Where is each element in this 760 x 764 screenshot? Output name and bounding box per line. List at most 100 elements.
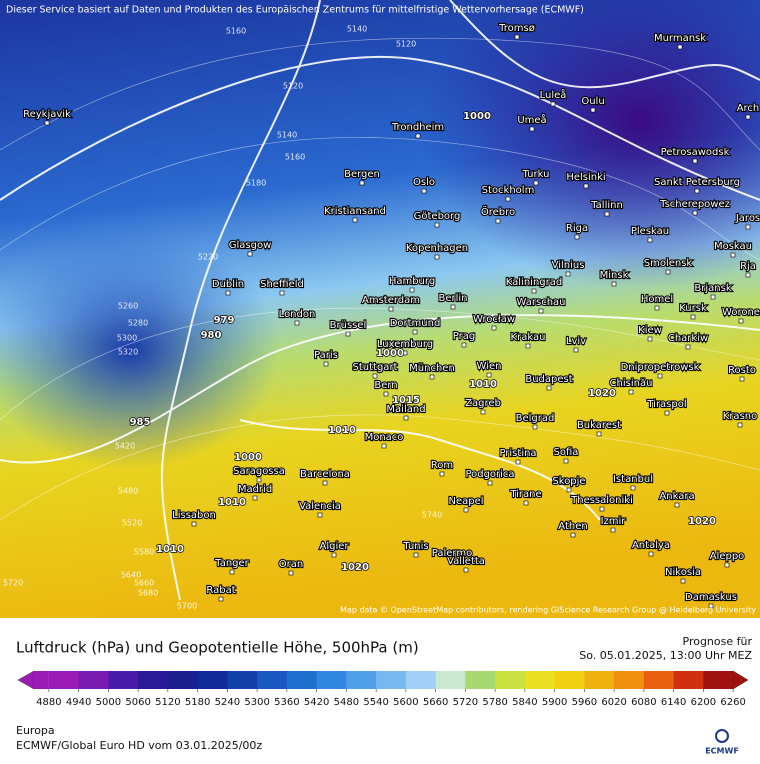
city-label: Athen (558, 521, 587, 532)
city-label: Oulu (581, 96, 604, 107)
city-marker (566, 487, 572, 493)
height-label: 5420 (115, 442, 135, 451)
colorbar-tick-label: 5900 (542, 697, 567, 708)
city-label: Glasgow (229, 240, 272, 251)
city-label: Stockholm (482, 185, 535, 196)
height-label: 5280 (128, 319, 148, 328)
city-marker (421, 188, 427, 194)
colorbar-segment (643, 671, 675, 689)
height-label: 5180 (246, 179, 266, 188)
pressure-label: 1000 (376, 348, 404, 359)
city-marker (403, 415, 409, 421)
city-marker (694, 188, 700, 194)
city-label: Bukarest (577, 420, 621, 431)
city-label: Skopje (552, 476, 585, 487)
city-marker (596, 431, 602, 437)
city-label: Dublin (212, 279, 244, 290)
colorbar-segment (554, 671, 585, 689)
city-marker (434, 222, 440, 228)
pressure-label: 1020 (688, 516, 716, 527)
colorbar-tick-label: 6260 (720, 697, 745, 708)
city-label: Izmir (601, 516, 627, 527)
city-marker (288, 570, 294, 576)
city-marker (252, 495, 258, 501)
city-label: Bergen (344, 169, 380, 180)
city-marker (628, 389, 634, 395)
pressure-label: 1000 (463, 111, 491, 122)
colorbar-tick-label: 5720 (453, 697, 478, 708)
city-marker (409, 287, 415, 293)
model: ECMWF/Global Euro HD vom 03.01.2025/00z (16, 739, 262, 752)
city-marker (359, 180, 365, 186)
city-marker (322, 480, 328, 486)
city-marker (563, 458, 569, 464)
city-label: Kaliningrad (506, 277, 562, 288)
height-label: 5660 (134, 579, 154, 588)
city-marker (434, 254, 440, 260)
height-label: 5160 (226, 27, 246, 36)
colorbar-tick-label: 5360 (274, 697, 299, 708)
pressure-label: 1020 (588, 388, 616, 399)
city-label: Thessaloniki (570, 495, 633, 506)
city-marker (737, 422, 743, 428)
height-label: 5300 (117, 334, 137, 343)
city-label: Hamburg (389, 276, 435, 287)
city-marker (515, 459, 521, 465)
city-marker (647, 336, 653, 342)
colorbar-tick-label: 5600 (393, 697, 418, 708)
pressure-label: 1010 (469, 379, 497, 390)
city-label: Lissabon (172, 510, 216, 521)
city-label: Pleskau (631, 226, 669, 237)
city-marker (480, 409, 486, 415)
city-marker (680, 578, 686, 584)
city-label: Podgorica (465, 469, 514, 480)
attribution: Map data © OpenStreetMap contributors, r… (340, 606, 756, 615)
city-label: Krasno (723, 411, 757, 422)
pressure-label: 1010 (328, 425, 356, 436)
city-label: Valencia (299, 501, 341, 512)
colorbar-segment (227, 671, 258, 689)
city-label: Murmansk (654, 33, 706, 44)
city-marker (331, 552, 337, 558)
city-label: Smolensk (644, 258, 693, 269)
city-marker (413, 552, 419, 558)
city-marker (402, 350, 408, 356)
city-marker (514, 34, 520, 40)
city-marker (647, 237, 653, 243)
city-label: Sheffield (260, 279, 304, 290)
notice: Dieser Service basiert auf Daten und Pro… (6, 5, 584, 16)
city-label: Tscherepowez (659, 199, 730, 210)
city-label: Zagreb (465, 398, 501, 409)
city-marker (583, 183, 589, 189)
city-label: Moskau (714, 241, 752, 252)
colorbar-segment (376, 671, 407, 689)
city-marker (685, 344, 691, 350)
city-label: Umeå (517, 113, 546, 126)
city-marker (279, 290, 285, 296)
city-marker (525, 343, 531, 349)
height-label: 5640 (121, 571, 141, 580)
forecast-time: So. 05.01.2025, 13:00 Uhr MEZ (579, 649, 752, 662)
city-marker (630, 485, 636, 491)
colorbar-segment (167, 671, 199, 689)
city-label: Krakau (511, 332, 546, 343)
colorbar-segment (48, 671, 80, 689)
city-label: Paris (314, 350, 338, 361)
city-label: Palermo (432, 548, 472, 559)
pressure-label: 1010 (218, 497, 246, 508)
city-marker (381, 443, 387, 449)
city-label: Belgrad (516, 413, 555, 424)
region: Europa (16, 724, 55, 737)
city-marker (724, 562, 730, 568)
city-marker (412, 329, 418, 335)
city-label: Kopenhagen (406, 243, 468, 254)
city-marker (531, 288, 537, 294)
colorbar-tick-label: 5300 (244, 697, 269, 708)
city-marker (745, 272, 751, 278)
colorbar-tick-label: 5240 (215, 697, 240, 708)
city-marker (611, 281, 617, 287)
city-marker (590, 107, 596, 113)
legend-title: Luftdruck (hPa) und Geopotentielle Höhe,… (16, 639, 419, 657)
city-label: Reykjavik (23, 109, 71, 120)
height-contours (0, 37, 760, 521)
